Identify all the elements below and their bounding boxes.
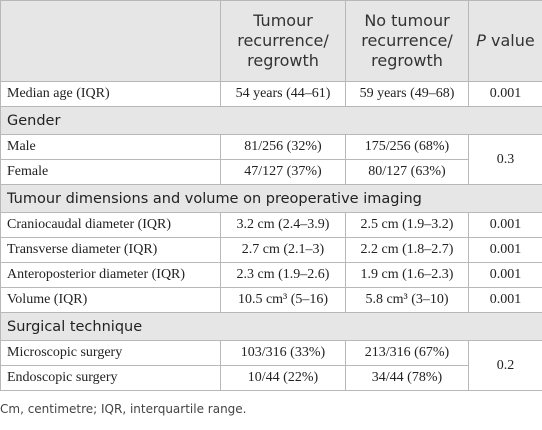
cell: 3.2 cm (2.4–3.9) <box>220 212 346 238</box>
p-value: 0.2 <box>468 340 542 391</box>
row-label: Endoscopic surgery <box>0 365 221 391</box>
cell: 59 years (49–68) <box>345 81 469 107</box>
header-cell: P value <box>468 0 542 82</box>
cell: 2.3 cm (1.9–2.6) <box>220 262 346 288</box>
cell: 1.9 cm (1.6–2.3) <box>345 262 469 288</box>
data-row: Transverse diameter (IQR) 2.7 cm (2.1–3) 2… <box>0 237 542 263</box>
cell: 0.001 <box>468 262 542 288</box>
cell: 47/127 (37%) <box>220 159 346 185</box>
cell: 80/127 (63%) <box>345 159 469 185</box>
header-italic: P <box>476 31 486 50</box>
data-row: Female 47/127 (37%) 80/127 (63%) <box>0 159 542 185</box>
cell: 10.5 cm³ (5–16) <box>220 287 346 313</box>
table-body: Tumour recurrence/ regrowth No tumour rec… <box>0 0 542 391</box>
cell: 2.5 cm (1.9–3.2) <box>345 212 469 238</box>
data-row: Median age (IQR) 54 years (44–61) 59 years… <box>0 81 542 107</box>
cell: 10/44 (22%) <box>220 365 346 391</box>
cell: 34/44 (78%) <box>345 365 469 391</box>
cell: 103/316 (33%) <box>220 340 346 366</box>
cell: 0.001 <box>468 212 542 238</box>
header-cell: Tumour recurrence/ regrowth <box>220 0 346 82</box>
row-label: Craniocaudal diameter (IQR) <box>0 212 221 238</box>
cell: 54 years (44–61) <box>220 81 346 107</box>
section-title: Tumour dimensions and volume on preopera… <box>0 184 542 213</box>
header-row: Tumour recurrence/ regrowth No tumour rec… <box>0 0 542 82</box>
row-label: Median age (IQR) <box>0 81 221 107</box>
data-row: Anteroposterior diameter (IQR) 2.3 cm (1.… <box>0 262 542 288</box>
section-title: Surgical technique <box>0 312 542 341</box>
row-label: Volume (IQR) <box>0 287 221 313</box>
cell: 2.7 cm (2.1–3) <box>220 237 346 263</box>
row-label: Microscopic surgery <box>0 340 221 366</box>
row-label: Female <box>0 159 221 185</box>
data-row: Male 81/256 (32%) 175/256 (68%) 0.3 <box>0 134 542 185</box>
cell: 0.001 <box>468 287 542 313</box>
p-value: 0.3 <box>468 134 542 185</box>
section-row: Gender <box>0 106 542 135</box>
header-text: value <box>491 31 535 50</box>
section-row: Surgical technique <box>0 312 542 341</box>
section-title: Gender <box>0 106 542 135</box>
footnote: Cm, centimetre; IQR, interquartile range… <box>0 402 247 416</box>
cell: 213/316 (67%) <box>345 340 469 366</box>
cell: 5.8 cm³ (3–10) <box>345 287 469 313</box>
section-row: Tumour dimensions and volume on preopera… <box>0 184 542 213</box>
row-label: Anteroposterior diameter (IQR) <box>0 262 221 288</box>
cell: 0.001 <box>468 81 542 107</box>
header-cell <box>0 0 221 82</box>
data-row: Microscopic surgery 103/316 (33%) 213/316 … <box>0 340 542 391</box>
data-row: Endoscopic surgery 10/44 (22%) 34/44 (78%) <box>0 365 542 391</box>
cell: 2.2 cm (1.8–2.7) <box>345 237 469 263</box>
cell: 175/256 (68%) <box>345 134 469 160</box>
header-cell: No tumour recurrence/ regrowth <box>345 0 469 82</box>
data-row: Volume (IQR) 10.5 cm³ (5–16) 5.8 cm³ (3–10… <box>0 287 542 313</box>
cell: 81/256 (32%) <box>220 134 346 160</box>
cell: 0.001 <box>468 237 542 263</box>
row-label: Transverse diameter (IQR) <box>0 237 221 263</box>
row-label: Male <box>0 134 221 160</box>
data-table: Tumour recurrence/ regrowth No tumour rec… <box>0 0 542 391</box>
data-row: Craniocaudal diameter (IQR) 3.2 cm (2.4–3… <box>0 212 542 238</box>
